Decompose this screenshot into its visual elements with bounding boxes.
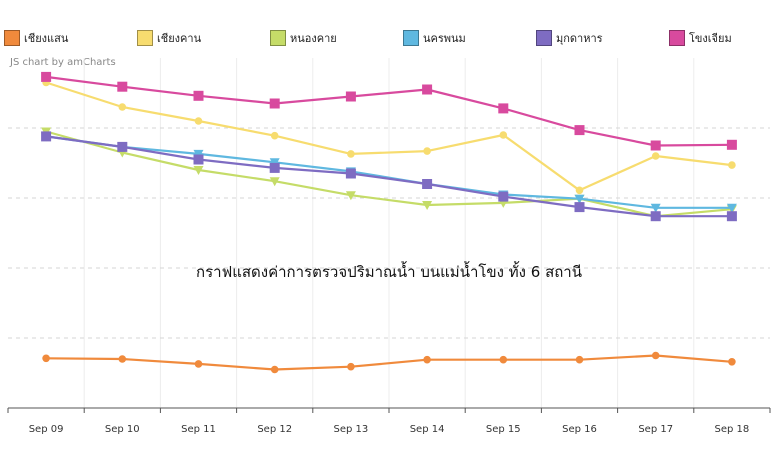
- legend-swatch: [669, 30, 685, 46]
- data-point: [41, 131, 52, 142]
- data-point: [650, 140, 661, 151]
- legend-label: เชียงคาน: [157, 32, 202, 45]
- data-point: [41, 71, 52, 82]
- legend-item[interactable]: นครพนม: [403, 28, 466, 48]
- legend-item[interactable]: หนองคาย: [270, 28, 337, 48]
- series-group: [41, 131, 737, 222]
- x-tick-label: Sep 10: [105, 424, 140, 435]
- x-tick-label: Sep 09: [29, 424, 64, 435]
- data-point: [575, 186, 584, 195]
- legend-label: มุกดาหาร: [556, 32, 603, 45]
- series-line: [45, 130, 733, 218]
- x-tick-label: Sep 15: [486, 424, 521, 435]
- x-tick-label: Sep 17: [638, 424, 673, 435]
- x-tick-label: Sep 16: [562, 424, 597, 435]
- data-point: [193, 149, 204, 159]
- data-point: [194, 117, 203, 125]
- data-point: [422, 179, 433, 189]
- data-point: [423, 147, 431, 155]
- legend-swatch: [270, 30, 286, 46]
- data-point: [269, 158, 280, 168]
- legend-label: นครพนม: [423, 32, 466, 45]
- legend-label: โขงเจียม: [689, 32, 732, 45]
- data-point: [347, 362, 355, 371]
- data-point: [728, 358, 736, 366]
- legend-item[interactable]: เชียงคาน: [137, 28, 201, 48]
- data-point: [269, 98, 280, 109]
- data-point: [574, 125, 585, 136]
- legend-label: หนองคาย: [290, 32, 337, 45]
- data-point: [726, 203, 737, 213]
- x-tick-label: Sep 12: [257, 424, 292, 435]
- data-point: [117, 141, 128, 152]
- data-point: [117, 81, 128, 92]
- x-tick-label: Sep 14: [410, 424, 445, 435]
- chart-title: กราฟแสดงค่าการตรวจปริมาณน้ำ บนแม่น้ำโขง …: [196, 263, 582, 281]
- data-point: [270, 365, 279, 374]
- data-point: [651, 152, 660, 160]
- data-point: [270, 131, 279, 140]
- data-point: [422, 201, 433, 210]
- data-point: [422, 84, 433, 95]
- series-group: [42, 351, 736, 374]
- data-point: [42, 354, 50, 363]
- data-point: [728, 161, 736, 169]
- legend-item[interactable]: เชียงแสน: [4, 28, 68, 48]
- data-point: [498, 191, 509, 202]
- data-point: [194, 360, 203, 368]
- chart-credit: JS chart by amCharts: [10, 57, 116, 68]
- data-point: [118, 355, 127, 363]
- data-point: [650, 211, 661, 222]
- legend-swatch: [403, 30, 419, 46]
- data-point: [650, 203, 661, 213]
- data-point: [574, 194, 585, 204]
- legend-item[interactable]: โขงเจียม: [669, 28, 732, 48]
- data-point: [726, 139, 737, 150]
- data-point: [193, 166, 204, 175]
- x-tick-label: Sep 18: [715, 424, 750, 435]
- x-tick-label: Sep 11: [181, 424, 216, 435]
- data-point: [193, 90, 204, 101]
- series-line: [46, 354, 732, 371]
- legend-label: เชียงแสน: [24, 32, 69, 45]
- legend-item[interactable]: มุกดาหาร: [536, 28, 603, 48]
- data-point: [345, 91, 356, 102]
- data-point: [118, 103, 127, 111]
- data-point: [498, 103, 509, 114]
- data-point: [499, 131, 508, 139]
- data-point: [726, 211, 737, 222]
- data-point: [345, 191, 356, 201]
- series-line: [45, 75, 732, 147]
- x-tick-label: Sep 13: [334, 424, 369, 435]
- data-point: [499, 355, 508, 364]
- data-point: [347, 150, 355, 158]
- chart-legend: เชียงแสน เชียงคาน หนองคาย นครพนม มุกดาหาร โขง…: [0, 28, 778, 50]
- data-point: [423, 355, 431, 364]
- data-point: [193, 154, 204, 165]
- legend-swatch: [4, 30, 20, 46]
- data-point: [269, 162, 280, 173]
- series-line: [45, 135, 732, 218]
- data-point: [269, 177, 280, 187]
- data-point: [574, 202, 585, 213]
- series-group: [41, 71, 737, 151]
- data-point: [651, 351, 660, 360]
- legend-swatch: [536, 30, 552, 46]
- data-point: [345, 168, 356, 179]
- legend-swatch: [137, 30, 153, 46]
- data-point: [575, 355, 584, 364]
- series-line: [45, 81, 733, 192]
